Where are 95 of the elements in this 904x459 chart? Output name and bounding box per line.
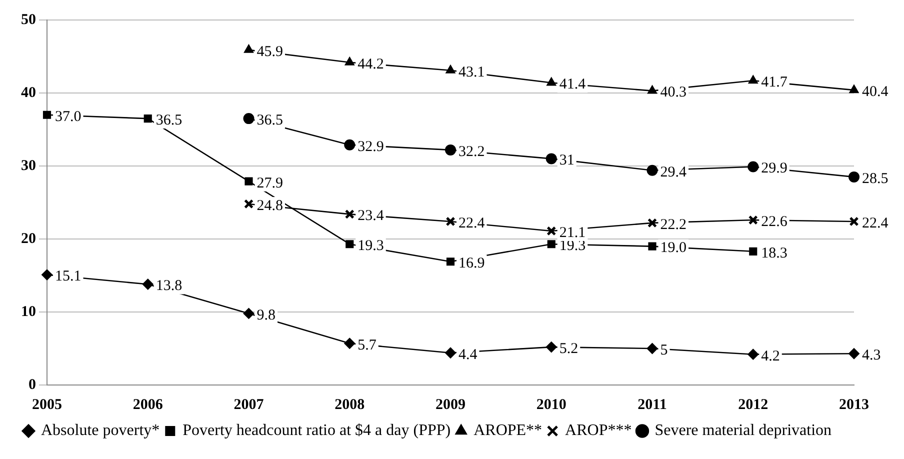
legend-label: Absolute poverty*	[41, 422, 160, 440]
data-label: 22.2	[660, 216, 686, 233]
y-tick-label: 20	[21, 230, 36, 247]
data-label: 32.2	[458, 144, 485, 160]
point	[546, 342, 557, 353]
data-label: 22.4	[862, 215, 889, 232]
x-tick-label: 2005	[32, 396, 62, 413]
data-label: 5	[660, 342, 668, 358]
point	[42, 110, 52, 119]
data-label: 32.9	[358, 138, 384, 155]
data-label: 5.7	[358, 337, 377, 354]
point	[748, 348, 759, 360]
data-label: 29.4	[660, 164, 687, 180]
data-label: 27.9	[256, 175, 283, 192]
point	[142, 278, 154, 290]
data-label: 15.1	[55, 268, 82, 285]
point	[42, 269, 52, 280]
point	[848, 171, 860, 182]
point	[445, 144, 456, 156]
legend-label: Severe material deprivation	[654, 422, 832, 440]
legend-label: Poverty headcount ratio at $4 a day (PPP)	[182, 422, 451, 440]
legend-label: AROPE**	[474, 422, 542, 440]
point	[849, 84, 859, 94]
data-label: 23.4	[358, 208, 384, 224]
data-label: 44.2	[358, 56, 384, 72]
point	[144, 114, 152, 123]
point	[546, 226, 556, 236]
x-tick-label: 2006	[132, 396, 164, 413]
data-label: 24.8	[256, 198, 283, 214]
point	[446, 258, 455, 266]
y-tick-label: 40	[21, 84, 36, 101]
data-label: 13.8	[156, 278, 182, 294]
point	[848, 348, 860, 360]
point	[547, 240, 556, 248]
y-tick-label: 10	[21, 304, 36, 320]
point	[748, 75, 758, 84]
data-label: 36.5	[156, 112, 182, 128]
x-tick-label: 2007	[234, 396, 264, 413]
y-tick-label: 30	[21, 158, 36, 174]
point	[647, 85, 658, 94]
data-label: 16.9	[458, 256, 485, 272]
data-label: 18.3	[761, 245, 788, 262]
data-label: 31	[559, 152, 574, 169]
point	[446, 216, 456, 226]
data-label: 36.5	[256, 112, 283, 128]
data-label: 22.6	[761, 214, 788, 230]
point	[244, 44, 254, 53]
point	[646, 343, 658, 354]
point	[243, 308, 254, 319]
point	[344, 139, 356, 150]
data-label: 29.9	[761, 160, 788, 177]
point	[546, 153, 557, 164]
data-label: 9.8	[256, 307, 276, 324]
point	[749, 247, 758, 256]
data-label: 19.3	[358, 238, 384, 254]
data-label: 37.0	[55, 108, 82, 125]
x-tick-label: 2013	[839, 396, 869, 413]
data-label: 5.2	[559, 340, 578, 357]
point	[646, 164, 658, 176]
point	[244, 177, 253, 186]
y-tick-label: 0	[28, 376, 36, 393]
data-label: 40.4	[862, 84, 889, 100]
data-label: 41.4	[559, 76, 586, 93]
data-label: 4.2	[761, 348, 780, 364]
point	[344, 338, 356, 349]
data-label: 40.3	[660, 84, 686, 101]
x-tick-label: 2011	[638, 396, 667, 413]
data-label: 21.1	[559, 224, 586, 241]
data-label: 22.4	[458, 215, 486, 232]
point	[648, 242, 656, 250]
y-tick-label: 50	[21, 12, 36, 28]
point	[748, 161, 759, 172]
data-label: 4.4	[458, 346, 478, 363]
data-label: 41.7	[761, 74, 788, 91]
x-tick-label: 2012	[738, 396, 768, 413]
point	[244, 199, 254, 209]
data-label: 28.5	[862, 170, 888, 187]
point	[546, 77, 556, 86]
legend-label: AROP***	[565, 422, 632, 440]
point	[344, 209, 354, 219]
point	[748, 215, 758, 225]
point	[849, 216, 859, 226]
point	[243, 113, 254, 124]
x-tick-label: 2008	[334, 396, 365, 413]
point	[446, 64, 456, 74]
x-tick-label: 2010	[536, 396, 566, 413]
point	[647, 218, 658, 228]
point	[346, 240, 354, 248]
point	[344, 56, 354, 66]
data-label: 4.3	[862, 348, 881, 364]
x-tick-label: 2009	[436, 396, 466, 413]
point	[445, 347, 456, 358]
data-label: 43.1	[458, 64, 485, 80]
data-label: 19.0	[660, 240, 686, 256]
data-label: 45.9	[256, 44, 283, 60]
